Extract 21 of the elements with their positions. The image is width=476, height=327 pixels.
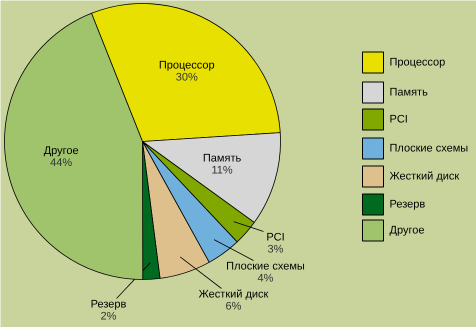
slice-label: Другое — [44, 145, 79, 158]
data-label: 30% — [176, 72, 198, 84]
data-label: 2% — [100, 310, 117, 322]
legend-label: Процессор — [390, 56, 446, 68]
slice-label: Резерв — [90, 298, 127, 310]
data-label: 3% — [268, 244, 284, 256]
legend-label: Жесткий диск — [390, 170, 460, 182]
slice-label: Процессор — [158, 60, 215, 72]
slice-label: Жесткий диск — [198, 288, 269, 300]
slice-label: Память — [202, 152, 242, 164]
data-label: 11% — [211, 164, 233, 176]
legend-label: Память — [390, 86, 428, 98]
slice-label: Плоские схемы — [226, 260, 305, 272]
data-label: 44% — [50, 157, 72, 170]
legend-label: PCI — [390, 114, 408, 126]
data-label: 4% — [258, 272, 274, 284]
legend-label: Плоские схемы — [390, 142, 468, 154]
legend-label: Другое — [390, 224, 424, 236]
data-label: 6% — [226, 300, 242, 312]
legend-label: Резерв — [390, 198, 426, 210]
slice-label: PCI — [266, 232, 285, 244]
